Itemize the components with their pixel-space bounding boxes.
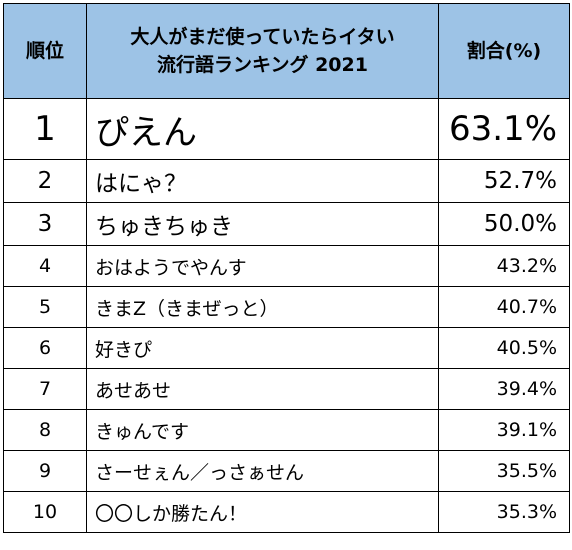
- word-cell: きまZ（きまぜっと）: [86, 286, 439, 328]
- word-cell: さーせぇん／っさぁせん: [86, 450, 439, 492]
- word-cell: おはようでやんす: [86, 245, 439, 287]
- rank-cell: 5: [3, 286, 87, 328]
- table-row: 3 ちゅきちゅき 50.0%: [3, 202, 570, 246]
- percent-column-header: 割合(%): [438, 3, 570, 99]
- word-cell: ぴえん: [86, 98, 439, 160]
- percent-cell: 40.7%: [438, 286, 570, 328]
- percent-cell: 35.5%: [438, 450, 570, 492]
- table-title-line-1: 大人がまだ使っていたらイタい: [130, 25, 395, 48]
- rank-cell: 6: [3, 327, 87, 369]
- table-row: 1 ぴえん 63.1%: [3, 98, 570, 160]
- percent-cell: 40.5%: [438, 327, 570, 369]
- rank-cell: 3: [3, 202, 87, 246]
- word-cell: はにゃ？: [86, 159, 439, 203]
- percent-cell: 39.1%: [438, 409, 570, 451]
- percent-cell: 39.4%: [438, 368, 570, 410]
- rank-cell: 1: [3, 98, 87, 160]
- rank-cell: 7: [3, 368, 87, 410]
- word-cell: あせあせ: [86, 368, 439, 410]
- table-row: 5 きまZ（きまぜっと） 40.7%: [3, 286, 570, 328]
- word-cell: 〇〇しか勝たん！: [86, 491, 439, 533]
- table-row: 6 好きぴ 40.5%: [3, 327, 570, 369]
- table-row: 8 きゅんです 39.1%: [3, 409, 570, 451]
- percent-cell: 35.3%: [438, 491, 570, 533]
- rank-cell: 9: [3, 450, 87, 492]
- rank-cell: 2: [3, 159, 87, 203]
- percent-cell: 43.2%: [438, 245, 570, 287]
- percent-cell: 63.1%: [438, 98, 570, 160]
- table-row: 10 〇〇しか勝たん！ 35.3%: [3, 491, 570, 533]
- table-row: 7 あせあせ 39.4%: [3, 368, 570, 410]
- ranking-table: 順位 大人がまだ使っていたらイタい 流行語ランキング 2021 割合(%) 1 …: [3, 3, 570, 533]
- table-row: 4 おはようでやんす 43.2%: [3, 245, 570, 287]
- rank-cell: 8: [3, 409, 87, 451]
- table-title-line-2: 流行語ランキング 2021: [157, 54, 368, 76]
- rank-cell: 4: [3, 245, 87, 287]
- percent-cell: 50.0%: [438, 202, 570, 246]
- word-cell: ちゅきちゅき: [86, 202, 439, 246]
- title-column-header: 大人がまだ使っていたらイタい 流行語ランキング 2021: [86, 3, 439, 99]
- rank-cell: 10: [3, 491, 87, 533]
- table-row: 2 はにゃ？ 52.7%: [3, 159, 570, 203]
- header-row: 順位 大人がまだ使っていたらイタい 流行語ランキング 2021 割合(%): [3, 3, 570, 99]
- percent-cell: 52.7%: [438, 159, 570, 203]
- table-row: 9 さーせぇん／っさぁせん 35.5%: [3, 450, 570, 492]
- word-cell: 好きぴ: [86, 327, 439, 369]
- word-cell: きゅんです: [86, 409, 439, 451]
- rank-column-header: 順位: [3, 3, 87, 99]
